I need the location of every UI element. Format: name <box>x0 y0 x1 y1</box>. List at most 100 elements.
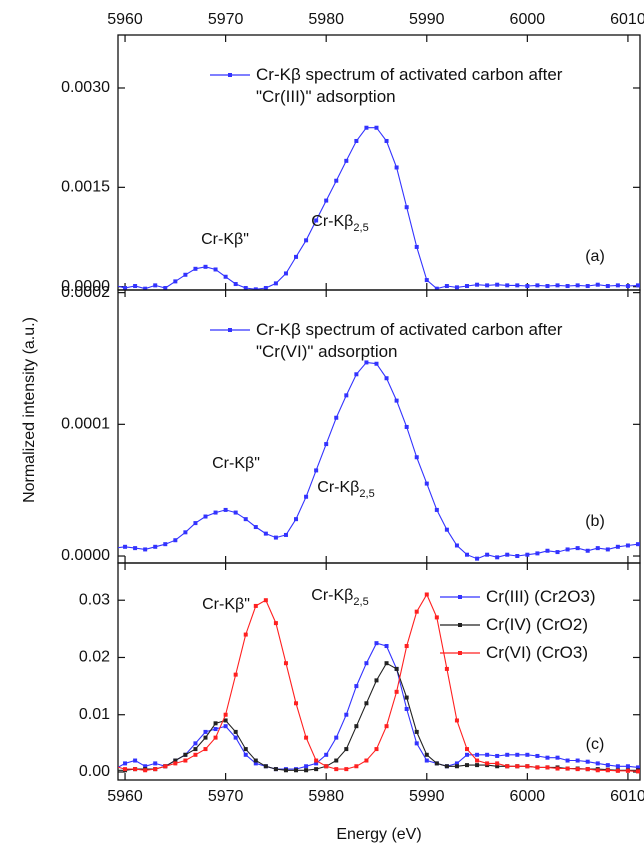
point <box>605 768 610 773</box>
point <box>133 767 138 772</box>
point <box>635 769 640 774</box>
annotation-text: Cr-Kβ <box>317 479 359 496</box>
point <box>555 550 560 555</box>
point <box>193 521 198 526</box>
point <box>535 551 540 556</box>
point <box>143 547 148 552</box>
point <box>183 752 188 757</box>
point <box>585 767 590 772</box>
legend-entry: Cr-Kβ spectrum of activated carbon after… <box>256 320 563 361</box>
point <box>555 755 560 760</box>
point <box>263 598 268 603</box>
point <box>555 766 560 771</box>
point <box>203 514 208 519</box>
point <box>394 165 399 170</box>
point <box>173 279 178 284</box>
point <box>123 767 128 772</box>
point <box>605 763 610 768</box>
point <box>133 758 138 763</box>
annotation: Cr-Kβ2,5 <box>311 213 368 234</box>
point <box>283 768 288 773</box>
point <box>223 507 228 512</box>
x-tick-label-top: 5990 <box>409 11 445 28</box>
x-tick-label-top: 5980 <box>308 11 344 28</box>
x-tick-label: 5960 <box>107 788 143 805</box>
x-tick-label-top: 6000 <box>510 11 546 28</box>
point <box>344 747 349 752</box>
point <box>444 284 449 289</box>
point <box>193 747 198 752</box>
point <box>585 759 590 764</box>
point <box>364 661 369 666</box>
y-tick-label: 0.0001 <box>61 416 110 433</box>
point <box>424 481 429 486</box>
point <box>625 543 630 548</box>
x-tick-label: 5970 <box>208 788 244 805</box>
point <box>545 284 550 289</box>
point <box>505 283 510 288</box>
point <box>635 283 640 288</box>
point <box>374 678 379 683</box>
point <box>404 205 409 210</box>
legend-label: Cr-Kβ spectrum of activated carbon after… <box>256 320 563 361</box>
point <box>314 767 319 772</box>
point <box>163 542 168 547</box>
point <box>263 764 268 769</box>
annotation-text: (a) <box>585 248 605 265</box>
point <box>404 424 409 429</box>
point <box>304 494 309 499</box>
point <box>344 158 349 163</box>
point <box>273 621 278 626</box>
point <box>424 592 429 597</box>
point <box>153 761 158 766</box>
point <box>444 527 449 532</box>
point <box>444 764 449 769</box>
point <box>535 283 540 288</box>
point <box>173 761 178 766</box>
annotation: Cr-Kβ" <box>212 455 260 472</box>
point <box>163 286 168 290</box>
point <box>515 764 520 769</box>
point <box>253 603 258 608</box>
point <box>404 707 409 712</box>
point <box>575 758 580 763</box>
point <box>394 666 399 671</box>
legend-marker <box>228 73 232 77</box>
point <box>444 666 449 671</box>
legend-marker <box>458 651 462 655</box>
point <box>465 284 470 289</box>
point <box>143 764 148 769</box>
point <box>354 684 359 689</box>
point <box>123 286 128 290</box>
point <box>475 763 480 768</box>
point <box>635 542 640 547</box>
point <box>203 729 208 734</box>
annotation-text: Cr-Kβ <box>311 213 353 230</box>
annotation-sub: 2,5 <box>353 222 368 234</box>
point <box>223 712 228 717</box>
point <box>233 282 238 287</box>
point <box>495 753 500 758</box>
point <box>113 764 117 768</box>
point <box>374 747 379 752</box>
plot-area <box>118 125 640 290</box>
point <box>404 695 409 700</box>
point <box>233 672 238 677</box>
point <box>334 758 339 763</box>
point <box>384 661 389 666</box>
point <box>465 763 470 768</box>
point <box>595 282 600 287</box>
point <box>253 525 258 530</box>
y-tick-label: 0.0000 <box>61 278 110 295</box>
point <box>535 765 540 770</box>
point <box>334 767 339 772</box>
point <box>615 544 620 549</box>
point <box>424 758 429 763</box>
point <box>113 546 117 550</box>
point <box>113 767 117 771</box>
point <box>294 517 299 522</box>
point <box>243 752 248 757</box>
point <box>133 546 138 551</box>
legend-marker <box>458 595 462 599</box>
point <box>374 641 379 646</box>
